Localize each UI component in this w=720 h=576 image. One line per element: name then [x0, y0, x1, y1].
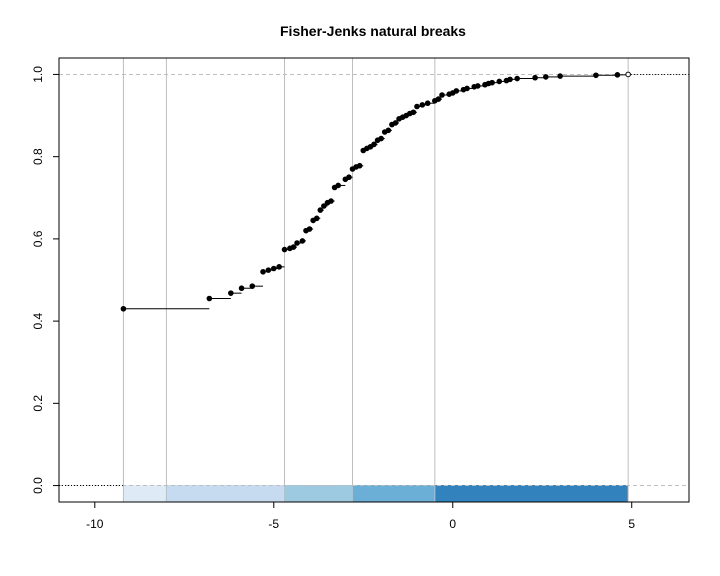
data-point	[270, 265, 277, 272]
class-band	[284, 485, 353, 502]
x-tick-label: 5	[628, 517, 635, 531]
plot-area: -10 -5 0 5 0.0 0.2 0.4 0.6 0.8 1.0	[31, 57, 690, 531]
data-point	[371, 141, 377, 148]
data-point	[489, 79, 495, 86]
data-point	[281, 246, 288, 253]
x-tick-label: 0	[449, 517, 456, 531]
y-tick-label: 0.6	[31, 230, 45, 247]
data-point	[593, 72, 599, 79]
data-point	[625, 71, 631, 78]
y-tick-label: 0.4	[31, 312, 45, 329]
class-band	[434, 485, 629, 502]
data-point	[514, 75, 520, 82]
data-point	[335, 182, 342, 189]
data-point	[507, 76, 513, 83]
data-point	[299, 238, 306, 244]
y-tick-label: 0.8	[31, 148, 45, 165]
x-tick-label: -10	[86, 517, 104, 531]
chart-title: Fisher-Jenks natural breaks	[280, 23, 466, 39]
data-point	[313, 215, 320, 222]
data-point	[435, 96, 442, 102]
class-band	[123, 485, 167, 502]
data-point	[475, 83, 481, 89]
data-point	[206, 295, 213, 302]
data-point	[543, 74, 549, 80]
data-point	[439, 92, 445, 98]
data-point	[557, 73, 563, 79]
data-point	[120, 305, 127, 312]
data-point	[453, 88, 460, 94]
data-point	[265, 267, 272, 273]
y-tick-label: 0.0	[31, 477, 45, 494]
data-point	[346, 174, 352, 181]
data-point	[328, 198, 334, 204]
data-point	[392, 120, 399, 126]
plot-frame	[58, 57, 690, 503]
data-point	[496, 78, 503, 85]
data-point	[424, 100, 431, 107]
data-point	[306, 226, 313, 232]
data-point	[356, 162, 363, 169]
class-band	[166, 485, 285, 502]
data-point	[238, 285, 245, 292]
data-point	[385, 127, 392, 134]
data-point	[228, 290, 234, 296]
data-point	[410, 109, 417, 116]
data-point	[317, 207, 324, 213]
data-point	[419, 102, 426, 108]
data-point	[276, 264, 282, 270]
data-point	[532, 74, 538, 81]
data-point	[378, 135, 384, 142]
data-point	[290, 244, 297, 250]
data-point	[321, 203, 327, 209]
y-tick-label: 1.0	[31, 66, 45, 83]
data-point	[414, 103, 420, 110]
x-tick-label: -5	[268, 517, 279, 531]
class-band	[352, 485, 435, 502]
data-point	[294, 240, 300, 246]
data-point	[260, 268, 266, 275]
data-point	[464, 85, 470, 92]
y-tick-label: 0.2	[31, 395, 45, 412]
data-point	[614, 72, 621, 78]
data-point	[249, 283, 256, 289]
